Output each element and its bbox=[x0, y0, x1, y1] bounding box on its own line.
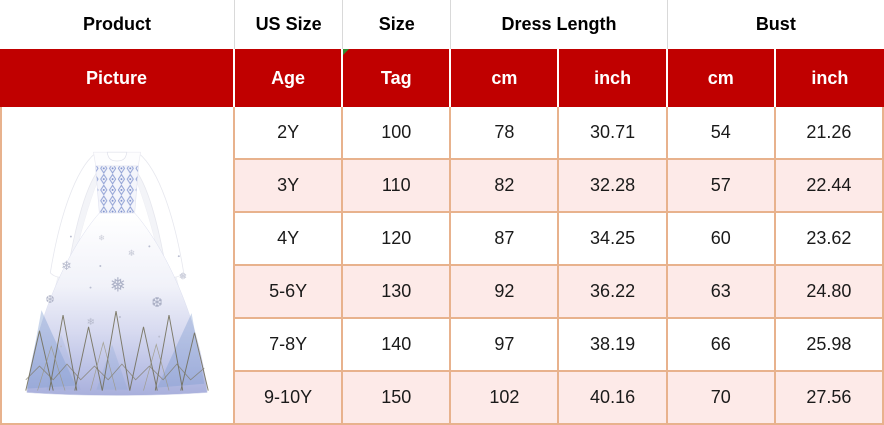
table-cell: 3Y bbox=[235, 160, 344, 213]
svg-text:❅: ❅ bbox=[179, 272, 187, 283]
table-cell: 7-8Y bbox=[235, 319, 344, 372]
cell-corner-marker bbox=[343, 49, 350, 55]
subheader-dress-inch: inch bbox=[559, 49, 668, 107]
table-cell: 120 bbox=[343, 213, 452, 266]
table-cell: 78 bbox=[451, 107, 560, 160]
table-cell: 40.16 bbox=[559, 372, 668, 425]
subheader-bust-cm: cm bbox=[667, 49, 776, 107]
svg-text:❄: ❄ bbox=[98, 233, 105, 242]
table-cell: 66 bbox=[667, 319, 776, 372]
table-cell: 27.56 bbox=[775, 372, 884, 425]
header-bust: Bust bbox=[667, 0, 884, 49]
table-cell: 21.26 bbox=[775, 107, 884, 160]
table-cell: 63 bbox=[667, 266, 776, 319]
table-cell: 2Y bbox=[235, 107, 344, 160]
svg-text:❆: ❆ bbox=[45, 293, 54, 306]
table-cell: 38.19 bbox=[559, 319, 668, 372]
sparkle-dots bbox=[60, 235, 180, 348]
subheader-picture: Picture bbox=[0, 49, 235, 107]
table-cell: 70 bbox=[667, 372, 776, 425]
table-cell: 97 bbox=[451, 319, 560, 372]
table-cell: 30.71 bbox=[559, 107, 668, 160]
table-cell: 24.80 bbox=[775, 266, 884, 319]
table-cell: 92 bbox=[451, 266, 560, 319]
subheader-bust-inch: inch bbox=[775, 49, 884, 107]
table-cell: 110 bbox=[343, 160, 452, 213]
table-cell: 100 bbox=[343, 107, 452, 160]
table-cell: 25.98 bbox=[775, 319, 884, 372]
table-cell: 57 bbox=[667, 160, 776, 213]
header-size: Size bbox=[343, 0, 452, 49]
svg-text:❅: ❅ bbox=[110, 273, 126, 296]
table-cell: 54 bbox=[667, 107, 776, 160]
snowflake-ornaments: ❅ ❄ ❆ ❄ ❅ ❆ ❄ ❄ bbox=[45, 233, 187, 327]
table-cell: 9-10Y bbox=[235, 372, 344, 425]
table-cell: 82 bbox=[451, 160, 560, 213]
table-cell: 23.62 bbox=[775, 213, 884, 266]
table-cell: 36.22 bbox=[559, 266, 668, 319]
hem-spire-pattern bbox=[25, 311, 209, 391]
svg-text:❄: ❄ bbox=[61, 259, 72, 274]
svg-text:❆: ❆ bbox=[151, 295, 163, 311]
svg-text:❄: ❄ bbox=[87, 317, 95, 328]
subheader-age: Age bbox=[235, 49, 344, 107]
svg-text:❄: ❄ bbox=[128, 249, 135, 259]
table-cell: 150 bbox=[343, 372, 452, 425]
table-cell: 34.25 bbox=[559, 213, 668, 266]
table-cell: 60 bbox=[667, 213, 776, 266]
header-us-size: US Size bbox=[235, 0, 344, 49]
header-product: Product bbox=[0, 0, 235, 49]
table-cell: 102 bbox=[451, 372, 560, 425]
header-dress-length: Dress Length bbox=[451, 0, 668, 49]
table-cell: 140 bbox=[343, 319, 452, 372]
table-cell: 87 bbox=[451, 213, 560, 266]
subheader-tag-label: Tag bbox=[380, 67, 412, 88]
product-picture-cell: ❅ ❄ ❆ ❄ ❅ ❆ ❄ ❄ bbox=[0, 107, 235, 425]
subheader-dress-cm: cm bbox=[451, 49, 560, 107]
table-cell: 4Y bbox=[235, 213, 344, 266]
table-cell: 32.28 bbox=[559, 160, 668, 213]
table-cell: 5-6Y bbox=[235, 266, 344, 319]
subheader-tag: Tag bbox=[343, 49, 452, 107]
table-cell: 130 bbox=[343, 266, 452, 319]
dress-image: ❅ ❄ ❆ ❄ ❅ ❆ ❄ ❄ bbox=[25, 151, 209, 396]
table-cell: 22.44 bbox=[775, 160, 884, 213]
